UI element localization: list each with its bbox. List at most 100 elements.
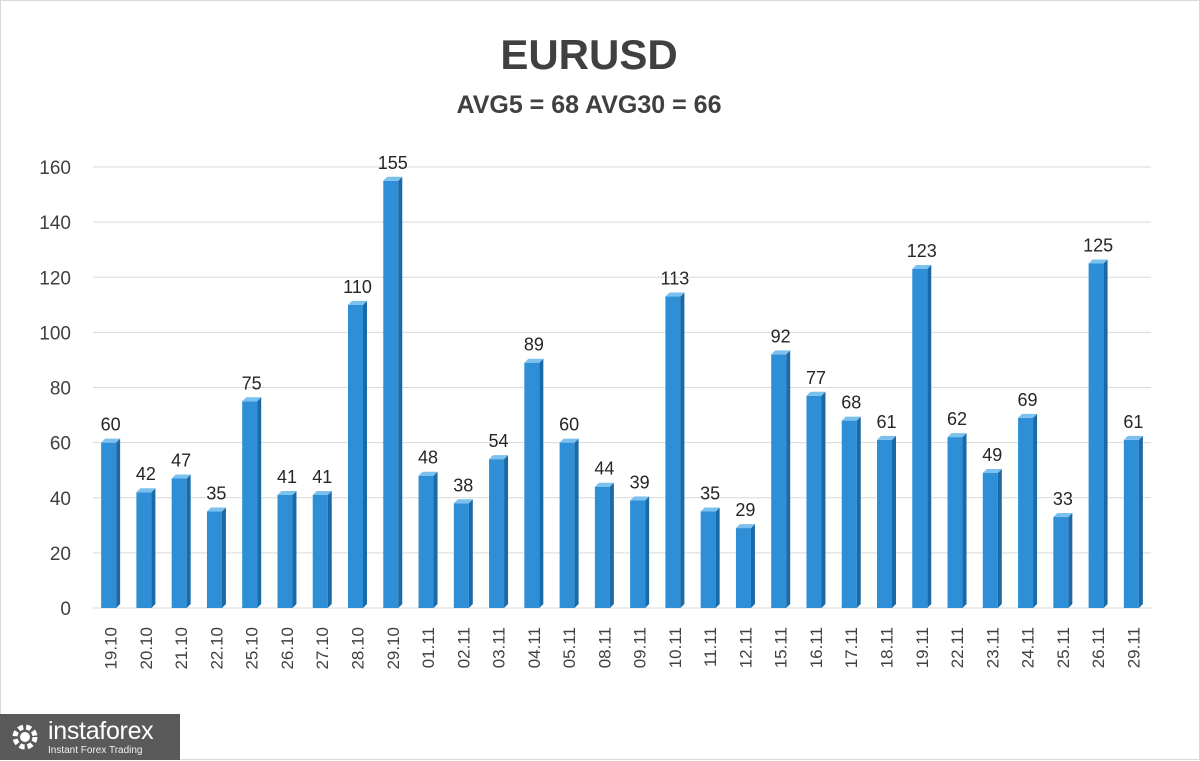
x-tick-label: 19.10	[102, 627, 121, 670]
bar-side	[468, 499, 473, 608]
bar	[735, 524, 755, 608]
bar	[912, 264, 932, 608]
bar-top	[1123, 435, 1143, 440]
y-axis-ticks: 0 20 40 60 80 100 120 140 160	[39, 158, 71, 620]
data-label: 33	[1053, 489, 1073, 509]
bar-top	[489, 455, 509, 460]
data-label: 39	[630, 473, 650, 493]
bar	[418, 471, 438, 608]
bar-top	[630, 496, 650, 501]
data-label: 41	[312, 467, 332, 487]
x-tick-label: 25.11	[1054, 627, 1073, 668]
bar-front	[418, 475, 434, 608]
bar-front	[277, 494, 293, 608]
bar-front	[912, 268, 928, 608]
data-label: 44	[594, 459, 614, 479]
bar-front	[348, 304, 363, 608]
bar-top	[1088, 259, 1108, 264]
x-tick-label: 19.11	[913, 627, 932, 668]
data-label: 35	[700, 484, 720, 504]
bar-side	[221, 507, 226, 608]
data-label: 60	[101, 415, 121, 435]
x-tick-label: 18.11	[878, 627, 897, 668]
data-label: 92	[771, 326, 791, 346]
bar	[277, 490, 297, 608]
bar-front	[947, 437, 963, 608]
data-labels: 60 42 47 35 75 41 41 110 155 48 38 54 89 60 44 39 113 35 2…	[101, 153, 1144, 520]
data-label: 89	[524, 335, 544, 355]
bar-front	[700, 511, 716, 608]
x-tick-label: 29.11	[1124, 627, 1143, 668]
bar	[947, 433, 967, 608]
bar-top	[735, 524, 755, 529]
x-tick-label: 26.10	[278, 627, 297, 670]
bar-side	[856, 416, 861, 608]
x-tick-label: 22.11	[948, 627, 967, 668]
bar-top	[206, 507, 226, 512]
grid-lines	[93, 166, 1151, 609]
bar-top	[841, 416, 861, 421]
bar-top	[559, 438, 579, 443]
bar-front	[1018, 417, 1034, 608]
bar	[841, 416, 861, 608]
x-tick-label: 15.11	[772, 627, 791, 668]
x-tick-label: 12.11	[736, 627, 755, 668]
x-tick-label: 03.11	[490, 627, 509, 668]
bar-side	[645, 496, 650, 608]
bar-side	[257, 397, 262, 608]
bar-side	[892, 435, 896, 608]
bar-front	[206, 511, 222, 608]
bar-top	[242, 397, 262, 402]
bar-top	[453, 499, 473, 504]
bar-top	[171, 474, 191, 479]
data-label: 61	[1123, 412, 1143, 432]
bar	[312, 490, 332, 608]
bar	[630, 496, 650, 608]
bar-side	[151, 488, 156, 608]
x-tick-label: 23.11	[983, 627, 1002, 668]
bar-side	[504, 455, 509, 608]
x-tick-label: 21.10	[172, 627, 191, 670]
data-label: 61	[876, 412, 896, 432]
bar-side	[962, 433, 967, 608]
bar	[242, 397, 262, 608]
bar	[171, 474, 191, 608]
bar-side	[997, 468, 1002, 608]
bar	[877, 435, 896, 608]
data-label: 54	[489, 431, 509, 451]
bar-front	[1123, 439, 1139, 608]
chart-title: EURUSD	[500, 31, 677, 78]
bar-side	[539, 358, 544, 608]
bar-top	[771, 350, 791, 355]
data-label: 110	[343, 277, 372, 297]
data-label: 75	[242, 373, 262, 393]
bar-top	[348, 300, 367, 305]
y-tick-label: 160	[39, 158, 71, 179]
bar-front	[877, 439, 892, 608]
logo-name: instaforex	[48, 716, 154, 745]
bar-top	[594, 482, 614, 487]
bar-side	[433, 471, 438, 608]
bar-side	[398, 176, 403, 608]
data-label: 155	[378, 153, 408, 173]
bar-side	[715, 507, 720, 608]
x-tick-label: 17.11	[842, 627, 861, 668]
bar-side	[821, 391, 826, 608]
bar-front	[735, 528, 751, 608]
y-tick-label: 80	[50, 379, 71, 400]
logo-gear-icon	[8, 720, 42, 754]
bar-front	[383, 180, 399, 608]
bar-top	[877, 435, 896, 440]
bar	[982, 468, 1002, 608]
bar-side	[609, 482, 614, 608]
bar	[206, 507, 226, 608]
y-tick-label: 100	[39, 323, 71, 344]
bar-top	[383, 176, 403, 181]
x-axis-ticks: 19.10 20.10 21.10 22.10 25.10 26.10 27.10 28.10…	[102, 627, 1144, 670]
x-tick-label: 11.11	[701, 627, 720, 667]
x-tick-label: 05.11	[560, 627, 579, 668]
x-tick-label: 20.10	[137, 627, 156, 670]
bar-top	[524, 358, 544, 363]
bar-front	[1053, 517, 1069, 608]
bar-top	[806, 391, 826, 396]
